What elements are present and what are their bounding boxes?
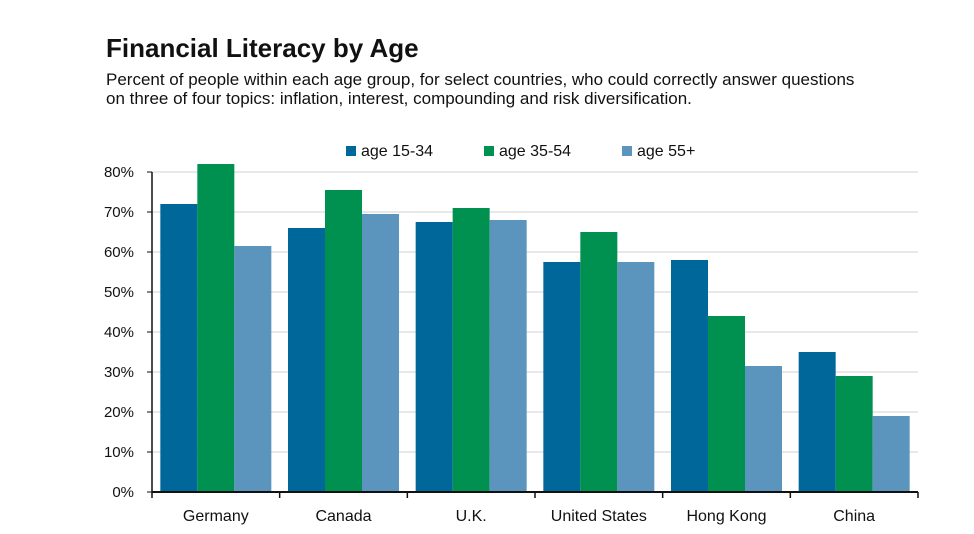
bar-united-states-series-2 <box>580 232 618 492</box>
x-category-label: United States <box>551 508 647 525</box>
y-tick-label: 80% <box>104 164 134 181</box>
y-tick-label: 70% <box>104 204 134 221</box>
y-tick-label: 10% <box>104 444 134 461</box>
x-category-label: Canada <box>315 508 371 525</box>
x-category-label: U.K. <box>456 508 487 525</box>
legend: age 15-34 age 35-54 age 55+ <box>346 143 695 160</box>
bar-canada-series-2 <box>325 190 362 492</box>
bar-u-k--series-1 <box>415 222 453 492</box>
bar-u-k--series-3 <box>489 220 527 492</box>
x-category-label: Hong Kong <box>686 508 766 525</box>
legend-swatch <box>346 146 356 156</box>
y-tick-label: 50% <box>104 284 134 301</box>
axes: 0% 10% 20% 30% 40% 50% 60% 70% 80% Germany Canada U… <box>104 164 919 525</box>
bar-canada-series-3 <box>362 214 399 492</box>
bar-hong-kong-series-2 <box>708 316 745 492</box>
gridlines <box>152 171 918 453</box>
x-category-label: China <box>833 508 875 525</box>
y-tick-label: 40% <box>104 324 134 341</box>
bar-canada-series-1 <box>288 228 325 492</box>
chart-title: Financial Literacy by Age <box>106 33 419 63</box>
bar-hong-kong-series-3 <box>745 366 782 492</box>
legend-swatch <box>622 146 632 156</box>
bar-germany-series-2 <box>197 164 235 492</box>
y-tick-label: 60% <box>104 244 134 261</box>
bars <box>160 164 910 492</box>
bar-china-series-2 <box>835 376 873 492</box>
bar-united-states-series-3 <box>617 262 655 492</box>
legend-swatch <box>484 146 494 156</box>
bar-germany-series-3 <box>234 246 272 492</box>
legend-label: age 15-34 <box>361 143 433 160</box>
x-category-label: Germany <box>183 508 249 525</box>
y-tick-label: 0% <box>112 484 134 501</box>
bar-china-series-3 <box>872 416 910 492</box>
legend-label: age 55+ <box>637 143 695 160</box>
bar-germany-series-1 <box>160 204 198 492</box>
y-tick-label: 20% <box>104 404 134 421</box>
chart-subtitle: Percent of people within each age group,… <box>106 70 855 108</box>
bar-china-series-1 <box>798 352 836 492</box>
bar-u-k--series-2 <box>452 208 490 492</box>
y-tick-label: 30% <box>104 364 134 381</box>
legend-label: age 35-54 <box>499 143 571 160</box>
bar-hong-kong-series-1 <box>671 260 708 492</box>
bar-united-states-series-1 <box>543 262 581 492</box>
